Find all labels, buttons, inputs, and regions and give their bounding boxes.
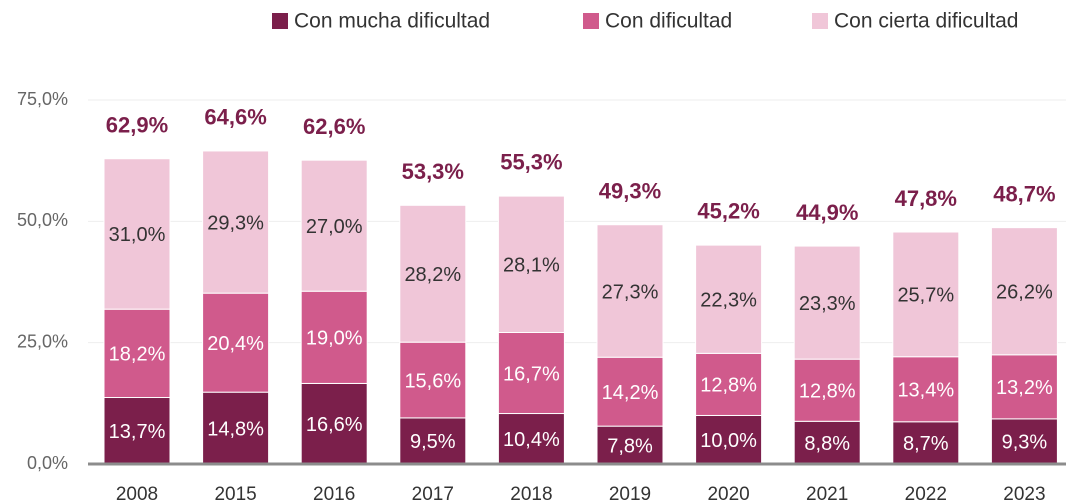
bar-segment <box>596 356 664 427</box>
value-label: 15,6% <box>404 370 461 392</box>
bar-segment <box>793 245 861 360</box>
bar-segment <box>990 354 1058 420</box>
value-label: 20,4% <box>207 333 264 355</box>
y-tick-label: 50,0% <box>17 210 68 230</box>
bar-segment <box>695 414 763 465</box>
value-label: 13,2% <box>996 377 1053 399</box>
value-label: 25,7% <box>897 285 954 307</box>
value-label: 9,3% <box>1002 432 1048 454</box>
value-label: 28,2% <box>404 264 461 286</box>
bar-segment <box>990 418 1058 465</box>
x-tick-label: 2021 <box>806 484 848 504</box>
total-label: 44,9% <box>796 200 858 225</box>
total-label: 62,6% <box>303 114 365 139</box>
value-label: 23,3% <box>799 293 856 315</box>
value-label: 13,4% <box>897 380 954 402</box>
value-label: 12,8% <box>700 375 757 397</box>
value-label: 28,1% <box>503 255 560 277</box>
bar-segment <box>103 397 171 465</box>
total-label: 48,7% <box>993 181 1055 206</box>
x-tick-label: 2018 <box>510 484 552 504</box>
legend-label: Con dificultad <box>605 10 732 33</box>
x-tick-label: 2008 <box>116 484 158 504</box>
value-label: 13,7% <box>109 421 166 443</box>
total-label: 47,8% <box>895 186 957 211</box>
x-tick-label: 2017 <box>412 484 454 504</box>
y-tick-label: 25,0% <box>17 331 68 351</box>
bar-segment <box>695 352 763 416</box>
bar-segment <box>497 413 565 465</box>
value-label: 31,0% <box>109 224 166 246</box>
value-label: 16,6% <box>306 414 363 436</box>
value-label: 29,3% <box>207 212 264 234</box>
bar-segment <box>793 358 861 422</box>
legend-swatch <box>812 13 828 29</box>
x-tick-label: 2019 <box>609 484 651 504</box>
bar-segment <box>497 195 565 333</box>
bar-segment <box>399 341 467 419</box>
value-label: 16,7% <box>503 363 560 385</box>
x-tick-label: 2016 <box>313 484 355 504</box>
bar-segment <box>793 420 861 465</box>
bar-segment <box>695 244 763 354</box>
bar-segment <box>300 290 368 384</box>
x-tick-label: 2023 <box>1003 484 1045 504</box>
value-label: 12,8% <box>799 381 856 403</box>
legend-swatch <box>272 13 288 29</box>
legend-swatch <box>583 13 599 29</box>
x-tick-label: 2022 <box>905 484 947 504</box>
bar-segment <box>103 158 171 310</box>
bar-segment <box>202 292 270 393</box>
y-tick-label: 75,0% <box>17 89 68 109</box>
value-label: 14,8% <box>207 418 264 440</box>
value-label: 14,2% <box>602 382 659 404</box>
x-tick-label: 2015 <box>214 484 256 504</box>
legend-label: Con cierta dificultad <box>834 10 1018 33</box>
total-label: 55,3% <box>500 149 562 174</box>
bar-segment <box>990 227 1058 356</box>
bar-segment <box>892 356 960 423</box>
bar-segment <box>497 331 565 415</box>
bar-segment <box>300 159 368 292</box>
bar-segment <box>596 224 664 358</box>
bar-segment <box>399 204 467 343</box>
total-label: 49,3% <box>599 179 661 204</box>
total-label: 53,3% <box>402 159 464 184</box>
bar-segment <box>202 150 270 294</box>
value-label: 10,0% <box>700 430 757 452</box>
x-tick-label: 2020 <box>707 484 749 504</box>
total-label: 45,2% <box>697 198 759 223</box>
value-label: 9,5% <box>410 431 456 453</box>
value-label: 26,2% <box>996 282 1053 304</box>
bar-segment <box>892 231 960 358</box>
value-label: 10,4% <box>503 429 560 451</box>
value-label: 19,0% <box>306 328 363 350</box>
y-tick-label: 0,0% <box>27 453 68 473</box>
value-label: 18,2% <box>109 344 166 366</box>
value-label: 27,3% <box>602 281 659 303</box>
value-label: 8,7% <box>903 433 949 455</box>
bar-segment <box>300 382 368 465</box>
legend-label: Con mucha dificultad <box>294 10 490 33</box>
value-label: 27,0% <box>306 216 363 238</box>
total-label: 62,9% <box>106 113 168 138</box>
value-label: 7,8% <box>607 435 653 457</box>
total-label: 64,6% <box>204 104 266 129</box>
value-label: 8,8% <box>804 433 850 455</box>
value-label: 22,3% <box>700 290 757 312</box>
bar-segment <box>596 425 664 465</box>
